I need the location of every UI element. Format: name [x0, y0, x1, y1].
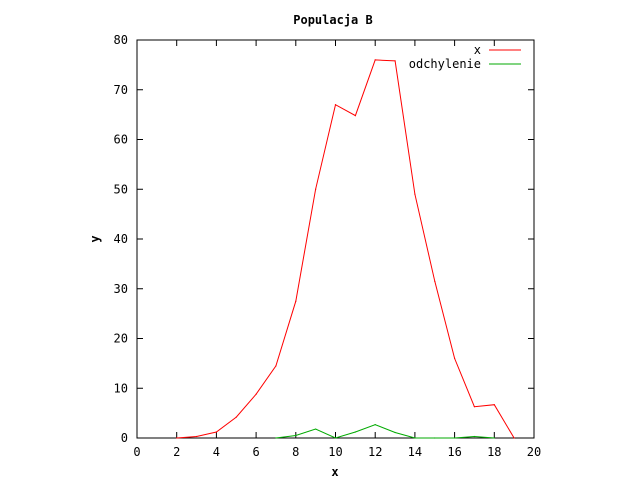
y-axis-label: y: [88, 235, 102, 242]
data-point: [315, 428, 317, 430]
tick-labels: 0 2 4 6 8 10 12 14 16 18 20 0 10 20 30 40 50 60 70 80: [114, 33, 542, 459]
x-tick-label: 14: [408, 445, 422, 459]
y-tick-label: 60: [114, 133, 128, 147]
data-point: [374, 423, 376, 426]
data-point: [513, 437, 515, 439]
x-tick-label: 18: [487, 445, 501, 459]
data-point: [374, 59, 376, 61]
data-point: [275, 437, 277, 439]
data-point: [195, 435, 198, 438]
x-tick-label: 16: [447, 445, 461, 459]
x-tick-label: 20: [527, 445, 541, 459]
y-tick-label: 0: [121, 431, 128, 445]
data-point: [334, 104, 337, 106]
legend-label: odchylenie: [409, 57, 481, 71]
data-point: [215, 431, 217, 433]
y-tick-label: 20: [114, 332, 128, 346]
data-point: [493, 404, 495, 406]
data-point: [493, 437, 495, 439]
legend-label: x: [474, 43, 481, 57]
x-tick-label: 12: [368, 445, 382, 459]
series-line-1: [275, 424, 495, 439]
data-point: [434, 280, 436, 282]
data-point: [394, 431, 396, 434]
data-point: [295, 434, 297, 437]
x-tick-label: 0: [133, 445, 140, 459]
data-point: [354, 431, 356, 433]
y-tick-label: 50: [114, 182, 128, 196]
data-point: [454, 357, 456, 359]
y-tick-label: 10: [114, 381, 128, 395]
data-point: [434, 437, 436, 439]
data-point: [315, 188, 317, 190]
data-point: [255, 393, 257, 395]
data-point: [454, 437, 456, 439]
data-point: [354, 115, 356, 117]
y-tick-label: 40: [114, 232, 128, 246]
x-axis-label: x: [331, 465, 338, 479]
x-tick-label: 2: [173, 445, 180, 459]
y-tick-label: 30: [114, 282, 128, 296]
x-tick-label: 8: [292, 445, 299, 459]
series-line-0: [176, 59, 515, 439]
y-tick-label: 80: [114, 33, 128, 47]
x-tick-label: 6: [252, 445, 259, 459]
x-tick-label: 4: [213, 445, 220, 459]
data-point: [394, 60, 396, 62]
data-point: [414, 193, 416, 195]
data-point: [235, 416, 237, 418]
data-point: [473, 406, 476, 408]
data-point: [473, 435, 476, 438]
data-point: [414, 437, 416, 439]
series-lines: [176, 59, 515, 439]
axis-ticks: [136, 39, 535, 439]
x-tick-label: 10: [328, 445, 342, 459]
data-point: [295, 300, 297, 302]
data-point: [334, 437, 337, 439]
data-point: [275, 365, 277, 367]
y-tick-label: 70: [114, 83, 128, 97]
chart-title: Populacja B: [293, 13, 372, 27]
plot-frame: [136, 39, 535, 439]
data-point: [176, 437, 178, 439]
